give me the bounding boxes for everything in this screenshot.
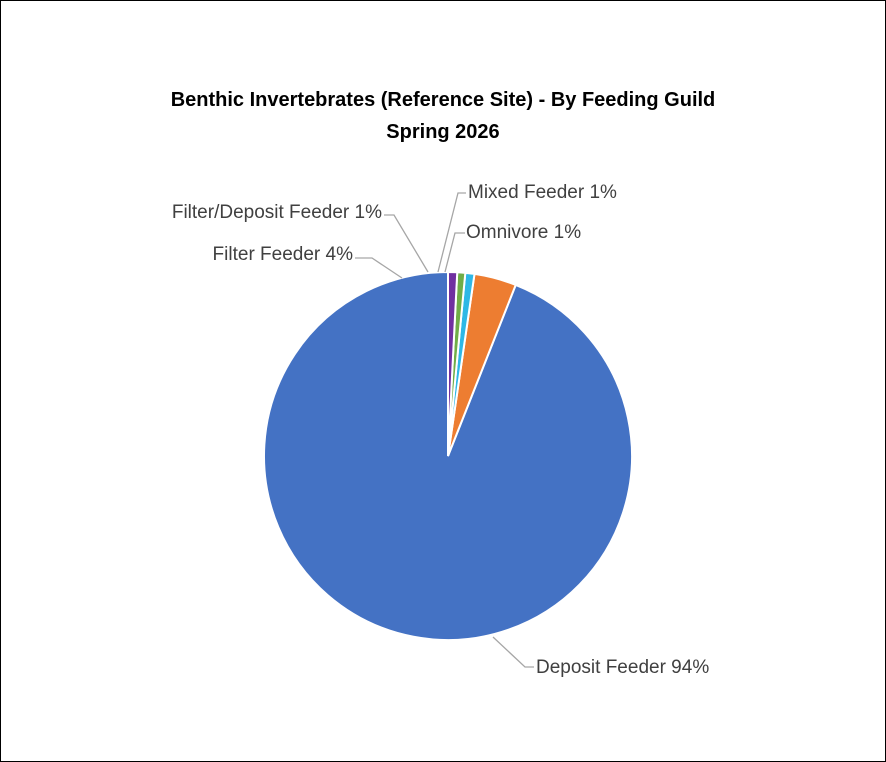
- data-label: Filter/Deposit Feeder 1%: [172, 202, 382, 223]
- leader-line: [355, 257, 403, 279]
- data-label: Deposit Feeder 94%: [536, 657, 709, 678]
- leader-line: [492, 636, 534, 668]
- leader-line: [437, 192, 466, 273]
- data-label: Filter Feeder 4%: [213, 244, 354, 265]
- leader-line: [384, 214, 429, 273]
- leader-lines: [355, 192, 534, 668]
- data-label: Omnivore 1%: [466, 222, 581, 243]
- slice-labels: Deposit Feeder 94% Filter Feeder 4% Filter…: [172, 182, 709, 678]
- leader-line: [444, 232, 465, 273]
- pie-slice-omnivore: [447, 270, 459, 457]
- chart-title: Benthic Invertebrates (Reference Site) -…: [170, 89, 716, 111]
- data-label: Mixed Feeder 1%: [468, 182, 617, 203]
- chart-subtitle: Spring 2026: [386, 121, 500, 143]
- pie-slices: [263, 270, 633, 641]
